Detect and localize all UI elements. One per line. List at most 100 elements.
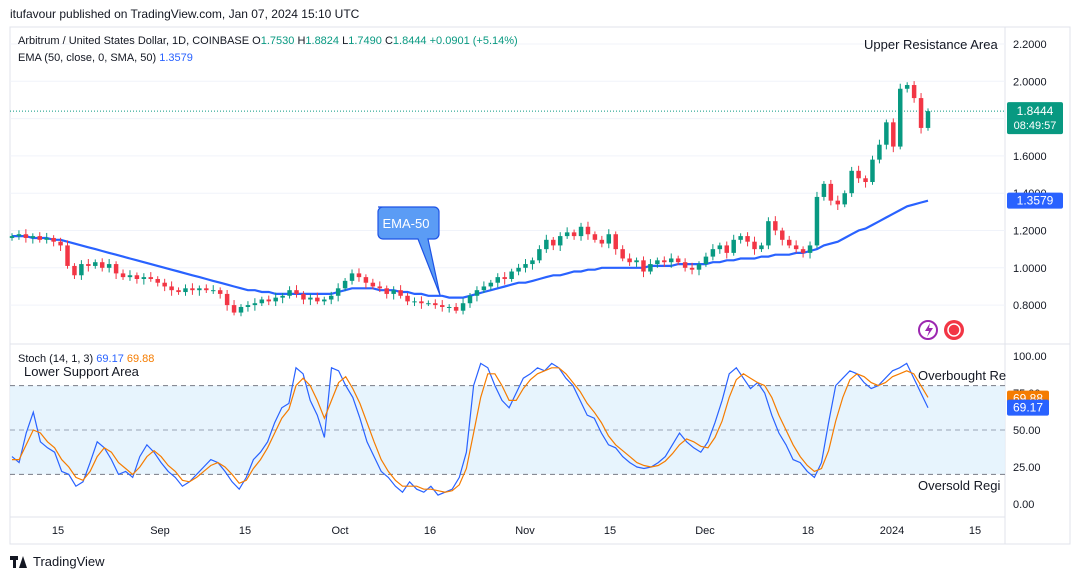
candle-body: [190, 288, 195, 291]
price-badge-value: 1.8444: [1017, 104, 1054, 118]
candle-body: [224, 293, 230, 306]
stoch-label: Stoch (14, 1, 3): [18, 353, 94, 365]
ema-badge: [1007, 192, 1063, 209]
candle-body: [641, 260, 646, 272]
lower-support-label: Lower Support Area: [24, 364, 140, 379]
us-flag-event-ring-icon: [947, 323, 961, 337]
candle-body: [544, 239, 549, 250]
time-tick-label: Oct: [331, 525, 348, 537]
candle-body: [738, 236, 743, 240]
candle-body: [176, 290, 181, 293]
candle-body: [280, 295, 285, 298]
stoch-tick-label: 25.00: [1013, 462, 1041, 474]
candle-body: [391, 290, 396, 294]
candle-body: [370, 282, 376, 287]
candle-body: [356, 273, 362, 278]
candle-body: [898, 88, 903, 147]
overbought-label: Overbought Re: [918, 368, 1006, 383]
candle-body: [113, 264, 119, 274]
tradingview-logo[interactable]: TradingView: [10, 554, 105, 569]
time-tick-label: 15: [969, 525, 981, 537]
candle-body: [877, 144, 882, 160]
high-value: 1.8824: [305, 35, 340, 47]
candle-body: [696, 264, 702, 270]
candle-body: [620, 249, 625, 259]
ema-label: EMA (50, close, 0, SMA, 50): [18, 52, 157, 64]
price-tick-label: 1.0000: [1013, 263, 1047, 275]
time-tick-label: 15: [52, 525, 64, 537]
candle-body: [349, 273, 355, 281]
candle-body: [821, 183, 827, 197]
price-tick-label: 1.6000: [1013, 151, 1047, 163]
candle-body: [120, 273, 126, 278]
stoch-legend: Stoch (14, 1, 3) 69.17 69.88: [18, 353, 154, 365]
open-value: 1.7530: [260, 35, 295, 47]
stoch-tick-label: 100.00: [1013, 351, 1047, 363]
published-caption: itufavour published on TradingView.com, …: [10, 7, 360, 21]
symbol-name: Arbitrum / United States Dollar, 1D, COI…: [18, 35, 250, 47]
candle-body: [169, 286, 174, 291]
candle-body: [502, 277, 507, 279]
candle-body: [245, 305, 251, 307]
candle-body: [155, 278, 160, 283]
candle-body: [627, 258, 632, 263]
time-tick-label: Nov: [515, 525, 535, 537]
candle-body: [495, 277, 500, 283]
candle-body: [72, 265, 77, 276]
outer-border: [9, 26, 1071, 545]
candle-body: [828, 183, 834, 201]
open-label: O: [252, 35, 261, 47]
candle-body: [99, 262, 105, 268]
time-tick-label: Sep: [150, 525, 170, 537]
candle-body: [433, 303, 438, 306]
stoch-tick-label: 0.00: [1013, 499, 1034, 511]
candle-body: [835, 200, 841, 205]
candle-body: [655, 260, 660, 265]
time-tick-label: 2024: [880, 525, 904, 537]
candle-body: [266, 299, 271, 302]
candle-body: [675, 258, 681, 263]
stoch-band-layer: [10, 385, 1005, 475]
tradingview-brand: TradingView: [33, 554, 105, 569]
price-grid: [9, 26, 1071, 545]
candle-body: [613, 234, 618, 250]
candle-body: [648, 264, 653, 272]
candle-body: [891, 122, 896, 147]
candle-body: [918, 98, 924, 128]
price-badge: [1007, 102, 1063, 135]
candle-body: [634, 260, 639, 263]
candle-body: [530, 260, 535, 265]
time-tick-label: 18: [802, 525, 814, 537]
time-tick-label: Dec: [695, 525, 715, 537]
change-value: +0.0901 (+5.14%): [429, 35, 518, 47]
time-tick-label: 16: [424, 525, 436, 537]
candle-body: [79, 264, 84, 276]
candle-body: [426, 303, 431, 305]
candle-body: [592, 234, 598, 240]
candle-body: [315, 297, 320, 302]
candle-body: [731, 239, 736, 253]
candle-body: [474, 290, 480, 296]
candle-body: [377, 286, 383, 289]
time-tick-label: 15: [239, 525, 251, 537]
candle-body: [252, 303, 258, 306]
close-label: C: [384, 35, 393, 47]
candle-body: [557, 236, 563, 246]
candle-body: [453, 306, 459, 311]
price-tick-label: 2.2000: [1013, 39, 1047, 51]
candle-body: [322, 299, 327, 302]
candle-body: [363, 277, 369, 283]
candle-body: [467, 295, 473, 304]
candle-body: [911, 85, 917, 99]
candle-body: [231, 305, 237, 313]
candle-body: [301, 293, 306, 300]
symbol-legend: Arbitrum / United States Dollar, 1D, COI…: [18, 35, 518, 47]
candle-body: [516, 267, 521, 272]
stoch-k-badge-value: 69.17: [1013, 401, 1043, 415]
candle-body: [564, 232, 570, 237]
candle-body: [58, 241, 63, 246]
candle-body: [488, 282, 494, 287]
candle-body: [786, 239, 792, 246]
candle-body: [863, 178, 868, 183]
axes-layer: 2.20002.00001.80001.60001.40001.20001.00…: [52, 39, 1063, 537]
